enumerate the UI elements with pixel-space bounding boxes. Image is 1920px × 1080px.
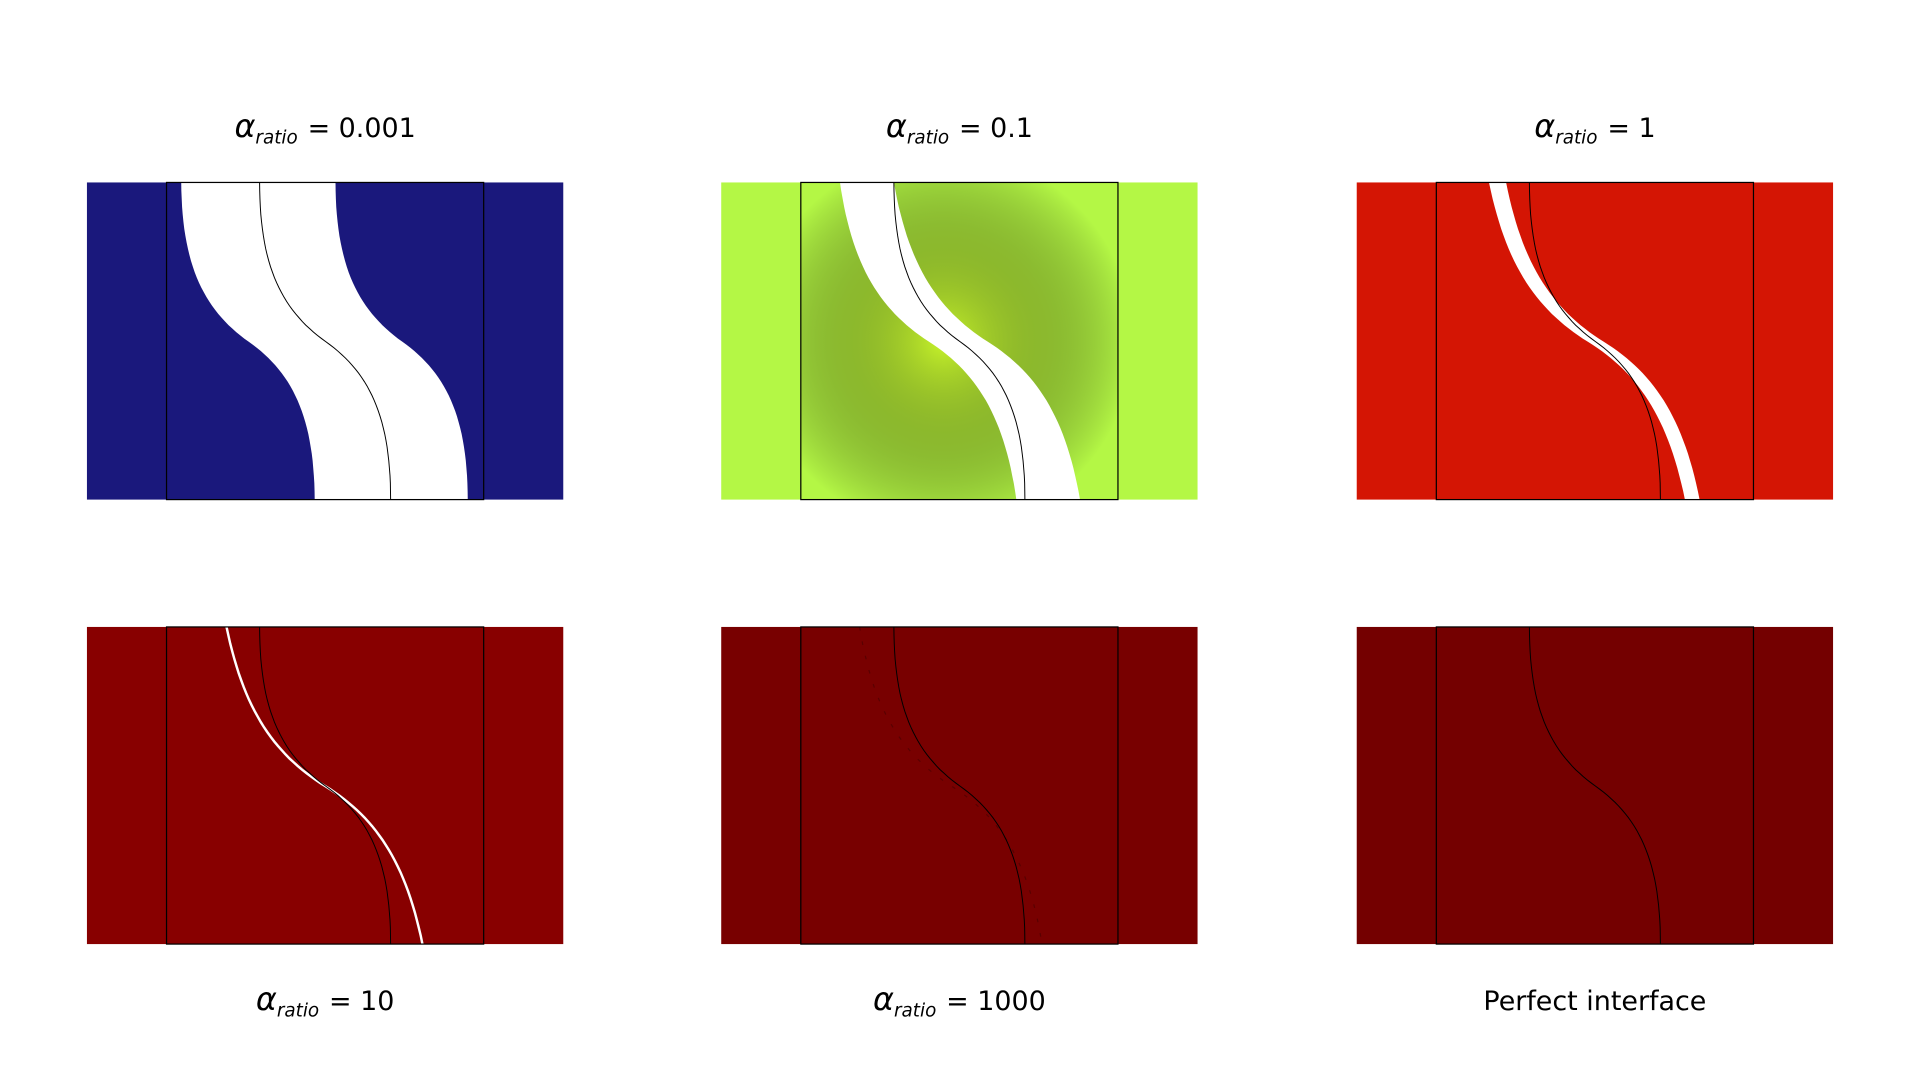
panel-label: αratio = 10 xyxy=(256,980,394,1021)
subscript: ratio xyxy=(894,1000,936,1021)
panel-label: αratio = 0.1 xyxy=(886,107,1033,148)
panel-label: αratio = 1 xyxy=(1534,107,1655,148)
panel xyxy=(721,626,1198,945)
panel xyxy=(721,181,1198,501)
panel-label: αratio = 0.001 xyxy=(234,107,415,148)
interface-line xyxy=(893,626,1026,945)
panel xyxy=(1356,626,1834,945)
inclusion-outline xyxy=(165,181,485,501)
symbol: α xyxy=(886,107,907,145)
panel xyxy=(86,181,564,501)
label-text: = 1000 xyxy=(946,986,1046,1017)
subscript: ratio xyxy=(1555,127,1597,148)
symbol: α xyxy=(1534,107,1555,145)
interface-line xyxy=(893,182,1026,500)
interface-line xyxy=(259,626,392,945)
symbol: α xyxy=(873,980,894,1018)
label-text: = 0.001 xyxy=(308,113,416,144)
panel xyxy=(1356,181,1834,501)
symbol: α xyxy=(256,980,277,1018)
interface-line xyxy=(259,182,392,500)
subscript: ratio xyxy=(277,1000,319,1021)
subscript: ratio xyxy=(907,127,949,148)
inclusion-outline xyxy=(800,626,1119,945)
inclusion-outline xyxy=(1435,181,1755,501)
interface-line xyxy=(1528,182,1661,500)
inclusion-outline xyxy=(800,181,1119,501)
inclusion-outline xyxy=(1435,626,1755,945)
inclusion-outline xyxy=(165,626,485,945)
label-text: = 0.1 xyxy=(959,113,1033,144)
panel-label: Perfect interface xyxy=(1483,986,1706,1017)
gap-region xyxy=(840,182,1080,500)
label-text: = 1 xyxy=(1607,113,1655,144)
gap-trace xyxy=(858,626,1043,945)
panel-label: αratio = 1000 xyxy=(873,980,1046,1021)
label-text: Perfect interface xyxy=(1483,986,1706,1017)
interface-line xyxy=(1528,626,1661,945)
label-text: = 10 xyxy=(329,986,394,1017)
subscript: ratio xyxy=(255,127,297,148)
panel xyxy=(86,626,564,945)
symbol: α xyxy=(234,107,255,145)
